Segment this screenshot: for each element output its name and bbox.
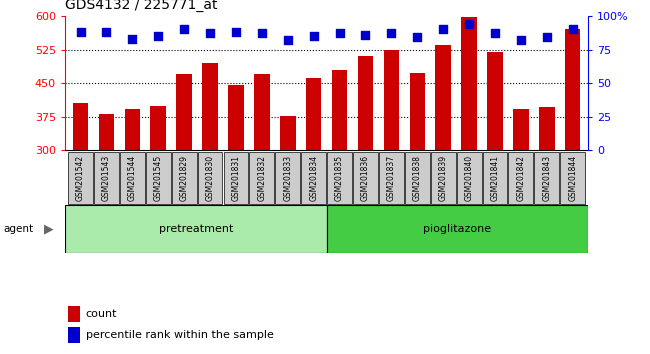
Text: percentile rank within the sample: percentile rank within the sample — [86, 330, 274, 340]
FancyBboxPatch shape — [68, 152, 93, 204]
Text: GSM201837: GSM201837 — [387, 155, 396, 201]
FancyBboxPatch shape — [327, 152, 352, 204]
FancyBboxPatch shape — [431, 152, 456, 204]
Bar — [539, 107, 554, 150]
Text: ▶: ▶ — [44, 223, 54, 236]
FancyBboxPatch shape — [457, 152, 482, 204]
Point — [515, 37, 526, 43]
Bar — [436, 45, 451, 150]
Bar — [513, 109, 528, 150]
Bar — [176, 74, 192, 150]
Point — [334, 30, 345, 36]
Bar — [65, 205, 326, 253]
Bar — [254, 74, 270, 150]
Bar — [280, 116, 296, 150]
Point — [541, 35, 552, 40]
Point — [257, 30, 267, 36]
Point — [127, 36, 138, 42]
Text: GSM201832: GSM201832 — [257, 155, 266, 201]
FancyBboxPatch shape — [250, 152, 274, 204]
Bar — [332, 70, 347, 150]
Text: GSM201841: GSM201841 — [491, 155, 499, 201]
FancyBboxPatch shape — [379, 152, 404, 204]
FancyBboxPatch shape — [146, 152, 171, 204]
Bar — [462, 17, 477, 150]
Text: GSM201831: GSM201831 — [231, 155, 240, 201]
Text: GSM201829: GSM201829 — [179, 155, 188, 201]
Point — [567, 27, 578, 32]
Point — [464, 21, 474, 27]
FancyBboxPatch shape — [276, 152, 300, 204]
FancyBboxPatch shape — [120, 152, 145, 204]
Bar — [488, 52, 502, 150]
FancyBboxPatch shape — [405, 152, 430, 204]
FancyBboxPatch shape — [301, 152, 326, 204]
Text: pretreatment: pretreatment — [159, 224, 233, 234]
Point — [75, 29, 86, 35]
Text: GSM201839: GSM201839 — [439, 155, 448, 201]
FancyBboxPatch shape — [353, 152, 378, 204]
Bar — [326, 205, 588, 253]
Text: GSM201838: GSM201838 — [413, 155, 422, 201]
Text: count: count — [86, 309, 117, 319]
Text: GSM201833: GSM201833 — [283, 155, 292, 201]
Text: GSM201543: GSM201543 — [102, 155, 111, 201]
Bar — [151, 105, 166, 150]
Point — [412, 35, 423, 40]
Point — [153, 33, 163, 39]
Text: pioglitazone: pioglitazone — [423, 224, 491, 234]
Text: GSM201842: GSM201842 — [516, 155, 525, 201]
Bar — [99, 114, 114, 150]
Point — [205, 30, 215, 36]
Text: agent: agent — [3, 224, 33, 234]
Text: GSM201545: GSM201545 — [154, 155, 162, 201]
Text: GSM201830: GSM201830 — [205, 155, 214, 201]
Text: GSM201840: GSM201840 — [465, 155, 474, 201]
FancyBboxPatch shape — [198, 152, 222, 204]
Point — [438, 27, 448, 32]
Point — [490, 30, 501, 36]
Text: GSM201843: GSM201843 — [542, 155, 551, 201]
FancyBboxPatch shape — [482, 152, 508, 204]
Bar — [410, 73, 425, 150]
Text: GSM201835: GSM201835 — [335, 155, 344, 201]
Text: GSM201544: GSM201544 — [128, 155, 137, 201]
Point — [101, 29, 112, 35]
Point — [309, 33, 319, 39]
Bar — [565, 29, 580, 150]
Bar — [358, 56, 373, 150]
Text: GSM201542: GSM201542 — [76, 155, 85, 201]
Bar — [228, 85, 244, 150]
Bar — [202, 63, 218, 150]
Text: GSM201844: GSM201844 — [568, 155, 577, 201]
Bar — [306, 78, 322, 150]
Point — [231, 29, 241, 35]
Point — [179, 27, 189, 32]
Text: GSM201836: GSM201836 — [361, 155, 370, 201]
Point — [386, 30, 396, 36]
FancyBboxPatch shape — [508, 152, 534, 204]
Point — [283, 37, 293, 43]
FancyBboxPatch shape — [534, 152, 559, 204]
Text: GSM201834: GSM201834 — [309, 155, 318, 201]
Point — [360, 32, 370, 38]
Bar — [73, 103, 88, 150]
Text: GDS4132 / 225771_at: GDS4132 / 225771_at — [65, 0, 218, 12]
FancyBboxPatch shape — [94, 152, 119, 204]
Bar — [125, 109, 140, 150]
Bar — [384, 51, 399, 150]
FancyBboxPatch shape — [172, 152, 196, 204]
FancyBboxPatch shape — [560, 152, 585, 204]
FancyBboxPatch shape — [224, 152, 248, 204]
